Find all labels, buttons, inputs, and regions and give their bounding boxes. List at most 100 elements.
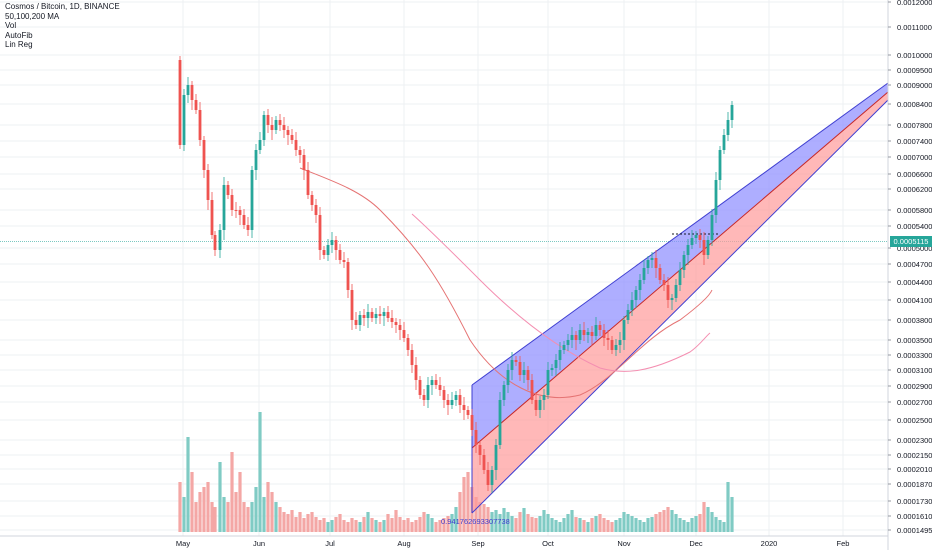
volume-bar — [438, 520, 442, 532]
candlestick-series[interactable] — [178, 56, 734, 493]
volume-bar — [666, 507, 670, 532]
volume-bar — [402, 520, 406, 532]
candle — [410, 350, 414, 365]
volume-bar — [310, 512, 314, 532]
candle — [198, 110, 202, 140]
candle — [438, 385, 442, 390]
volume-bar — [670, 510, 674, 532]
price-axis-label: 0.0002700 — [897, 398, 932, 407]
time-axis-label: Dec — [689, 539, 703, 548]
volume-bar — [238, 472, 242, 532]
candle — [614, 345, 618, 350]
candle — [654, 258, 658, 268]
volume-bar — [554, 520, 558, 532]
candle — [474, 430, 478, 445]
volume-bar — [242, 502, 246, 532]
candle — [682, 255, 686, 270]
volume-bar — [430, 518, 434, 532]
volume-bar — [322, 518, 326, 532]
candle — [498, 400, 502, 445]
candle — [290, 135, 294, 140]
time-axis-label: Feb — [837, 539, 850, 548]
volume-bar — [426, 514, 430, 532]
candle — [238, 210, 242, 215]
candle — [478, 445, 482, 455]
volume-bar — [706, 507, 710, 532]
volume-bar — [330, 520, 334, 532]
time-axis[interactable]: May Jun Jul Aug Sep Oct Nov Dec 2020 Feb — [0, 535, 888, 548]
candle — [594, 325, 598, 336]
volume-bar — [398, 517, 402, 532]
price-axis[interactable]: 0.0012000 0.0011000 0.0010000 0.0009500 0.00… — [887, 0, 932, 550]
legend-indicator-autofib[interactable]: AutoFib — [5, 30, 33, 40]
volume-bar — [590, 518, 594, 532]
legend-title[interactable]: Cosmos / Bitcoin, 1D, BINANCE — [5, 2, 120, 11]
volume-bar — [206, 482, 210, 532]
candle — [482, 455, 486, 470]
legend-indicator-ma[interactable]: 50,100,200 MA — [5, 11, 60, 21]
price-axis-label: 0.0005400 — [897, 222, 932, 231]
candle — [674, 285, 678, 298]
candle — [378, 314, 382, 316]
price-axis-label: 0.0004100 — [897, 296, 932, 305]
volume-series — [178, 412, 734, 532]
candle — [502, 385, 506, 400]
volume-bar — [530, 517, 534, 532]
legend-indicator-vol[interactable]: Vol — [5, 21, 17, 30]
candle — [622, 320, 626, 340]
volume-bar — [434, 522, 438, 532]
price-axis-label: 0.0003800 — [897, 316, 932, 325]
candle — [542, 395, 546, 400]
candle — [554, 360, 558, 368]
volume-bar — [290, 510, 294, 532]
candle — [390, 318, 394, 322]
candle — [726, 120, 730, 135]
candle — [350, 290, 354, 320]
candle — [222, 185, 226, 230]
candle — [374, 314, 378, 318]
volume-bar — [690, 518, 694, 532]
volume-bar — [370, 518, 374, 532]
volume-bar — [698, 514, 702, 532]
price-axis-label: 0.0010000 — [897, 51, 932, 60]
volume-bar — [510, 516, 514, 532]
price-axis-label: 0.0006600 — [897, 170, 932, 179]
volume-bar — [334, 517, 338, 532]
volume-bar — [526, 514, 530, 532]
volume-bar — [506, 512, 510, 532]
volume-bar — [578, 518, 582, 532]
volume-bar — [462, 477, 466, 532]
volume-bar — [518, 512, 522, 532]
volume-bar — [542, 510, 546, 532]
price-axis-label: 0.0001495 — [897, 526, 932, 535]
time-axis-label: 2020 — [761, 539, 778, 548]
time-axis-label: Jun — [253, 539, 265, 548]
candle — [730, 105, 734, 120]
price-axis-label: 0.0007000 — [897, 153, 932, 162]
volume-bar — [618, 518, 622, 532]
volume-bar — [202, 487, 206, 532]
volume-bar — [730, 497, 734, 532]
candle — [422, 395, 426, 400]
price-axis-label: 0.0009000 — [897, 81, 932, 90]
candle — [566, 340, 570, 345]
volume-bar — [213, 507, 217, 532]
price-axis-label: 0.0007800 — [897, 121, 932, 130]
volume-bar — [298, 512, 302, 532]
volume-bar — [490, 512, 494, 532]
volume-bar — [486, 507, 490, 532]
candle — [434, 380, 438, 385]
candle — [506, 370, 510, 385]
price-axis-label: 0.0008400 — [897, 100, 932, 109]
candle — [658, 268, 662, 280]
volume-bar — [354, 520, 358, 532]
time-axis-label: Oct — [542, 539, 555, 548]
legend-indicator-linreg[interactable]: Lin Reg — [5, 40, 33, 49]
time-axis-label: Sep — [471, 539, 484, 548]
candle — [206, 170, 210, 200]
volume-bar — [654, 514, 658, 532]
volume-bar — [314, 517, 318, 532]
candle — [230, 195, 234, 210]
